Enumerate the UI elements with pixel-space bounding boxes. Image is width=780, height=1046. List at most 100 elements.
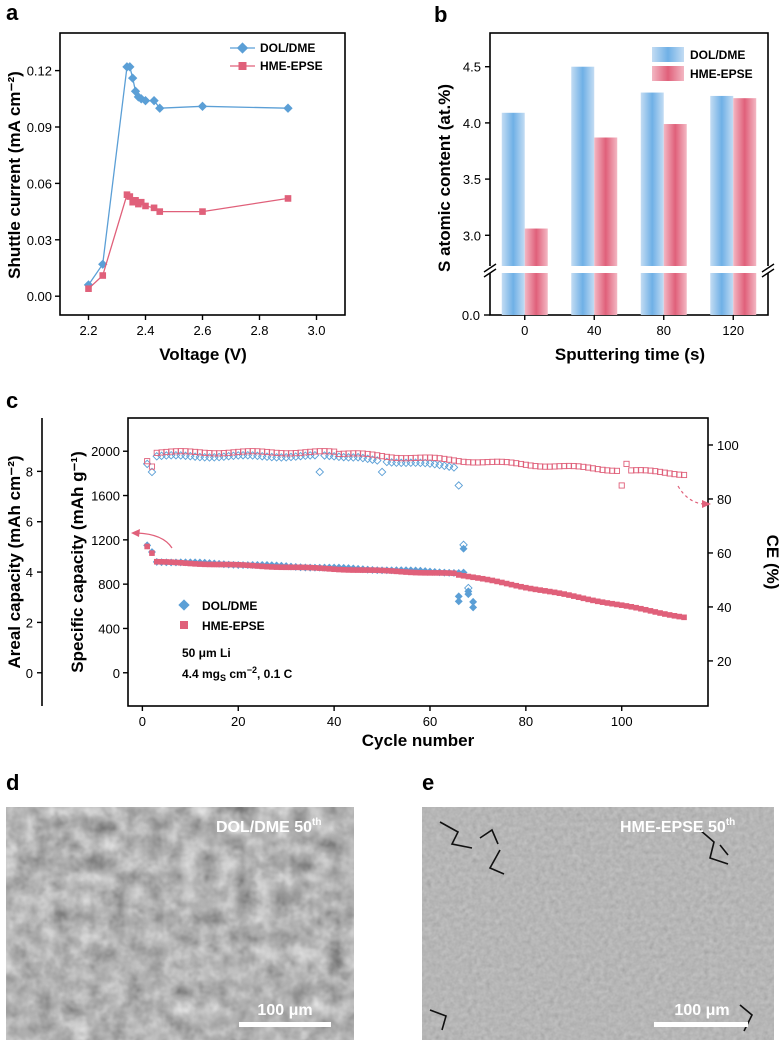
capacity-point-hme: [460, 572, 467, 579]
data-point-dol: [140, 96, 151, 106]
panel-b-ylabel: S atomic content (at.%): [435, 84, 454, 272]
capacity-point-hme: [633, 604, 639, 611]
x-tick-label: 120: [722, 323, 744, 338]
capacity-point-hme: [542, 588, 548, 594]
capacity-point-dol: [469, 603, 478, 612]
x-tick-label: 0: [521, 323, 528, 338]
panel-a-chart: 2.2 2.4 2.6 2.8 3.0 0.00 0.03 0.06 0.09 0.12 DOL…: [5, 32, 346, 364]
sem-hme-crack: [699, 829, 729, 865]
bar-dol-0: [501, 112, 525, 316]
capacity-point-hme: [609, 600, 615, 607]
capacity-point-hme: [479, 575, 486, 582]
capacity-point-hme: [173, 559, 179, 566]
ce-point-dol: [454, 481, 464, 490]
x-tick-label: 2.8: [250, 323, 268, 338]
y-tick-label: 1600: [91, 489, 120, 504]
x-tick-label: 0: [139, 714, 146, 729]
ce-point-hme: [623, 460, 630, 467]
capacity-point-hme: [614, 601, 620, 608]
capacity-point-hme: [628, 603, 635, 610]
capacity-point-hme: [513, 582, 520, 589]
capacity-point-hme: [312, 565, 318, 571]
ce-point-dol: [315, 467, 325, 477]
y-tick-label: 0.06: [27, 176, 52, 191]
data-point-hme: [126, 193, 134, 200]
capacity-point-hme: [451, 570, 457, 577]
capacity-point-hme: [350, 567, 357, 573]
capacity-point-hme: [590, 597, 596, 604]
x-tick-label: 20: [231, 714, 245, 729]
capacity-point-hme: [575, 594, 582, 601]
panel-c-legend: DOL/DME HME-EPSE: [178, 599, 265, 633]
capacity-point-hme: [225, 561, 232, 568]
capacity-point-hme: [623, 603, 630, 609]
capacity-point-hme: [369, 567, 376, 573]
x-tick-label: 80: [519, 714, 533, 729]
panel-b-frame: [489, 32, 769, 316]
x-tick-label: 80: [657, 323, 671, 338]
capacity-point-hme: [537, 587, 544, 593]
capacity-point-hme: [446, 570, 452, 576]
ce-tick-label: 40: [717, 600, 731, 615]
panel-c-frame: [127, 417, 709, 707]
legend-hme-label: HME-EPSE: [260, 59, 323, 73]
data-point-hme: [150, 204, 158, 212]
sem-image-dol: DOL/DME 50th 100 μm: [6, 807, 354, 1040]
bar-hme-40: [594, 137, 618, 315]
capacity-point-hme: [408, 569, 414, 576]
data-point-hme: [85, 285, 92, 292]
capacity-point-hme: [307, 564, 313, 571]
capacity-point-hme: [374, 567, 381, 574]
capacity-point-hme: [427, 570, 433, 576]
capacity-point-hme: [618, 602, 625, 608]
axis-break-left-1: [483, 263, 497, 273]
capacity-point-hme: [403, 569, 409, 575]
capacity-point-hme: [652, 609, 659, 615]
panel-c-ylabel-areal: Areal capacity (mAh cm⁻²): [5, 455, 24, 668]
legend-dol-label: DOL/DME: [260, 41, 315, 55]
areal-tick-label: 0: [26, 666, 33, 681]
data-point-dol: [155, 103, 165, 113]
capacity-point-hme: [647, 608, 654, 614]
capacity-point-hme: [163, 559, 170, 565]
ce-point-dol: [449, 463, 459, 472]
ce-point-dol: [464, 583, 473, 593]
data-point-dol: [149, 96, 159, 106]
sem-hme-label: HME-EPSE 50th: [620, 817, 735, 836]
capacity-point-hme: [297, 564, 304, 571]
x-tick-label: 100: [611, 714, 633, 729]
legend-hme-marker: [238, 62, 247, 70]
capacity-point-hme: [662, 611, 668, 617]
capacity-point-hme: [681, 614, 687, 621]
ce-point-hme: [618, 482, 625, 489]
panel-e-letter: e: [422, 770, 434, 795]
legend-dol-label: DOL/DME: [202, 599, 257, 613]
capacity-point-hme: [417, 569, 424, 576]
capacity-point-hme: [259, 563, 266, 570]
areal-tick-label: 4: [26, 565, 33, 580]
panel-a-legend: DOL/DME HME-EPSE: [230, 41, 323, 73]
y-tick-label: 0.03: [27, 233, 52, 248]
capacity-point-hme: [523, 584, 529, 591]
cell-spec-line2: 4.4 mgS cm−2, 0.1 C: [182, 665, 293, 683]
capacity-point-hme: [657, 610, 663, 616]
capacity-point-hme: [192, 561, 198, 567]
capacity-point-hme: [585, 596, 591, 603]
capacity-point-hme: [149, 550, 155, 556]
capacity-point-hme: [384, 567, 390, 574]
x-tick-label: 40: [587, 323, 601, 338]
ce-point-dol: [147, 467, 157, 477]
capacity-point-hme: [551, 589, 558, 596]
axis-break-right-1: [761, 263, 775, 273]
bar-dol-40: [571, 66, 595, 315]
capacity-point-hme: [556, 590, 563, 596]
bar-hme-120: [733, 98, 757, 315]
y-tick-label: 3.0: [463, 228, 481, 243]
capacity-point-hme: [216, 561, 222, 568]
capacity-point-hme: [412, 569, 419, 576]
capacity-point-hme: [201, 561, 208, 568]
panel-c-chart: 0 20 40 60 80 100 0 400 800 1200 1600 2000 0 2 4 6 8 2…: [5, 417, 780, 750]
capacity-point-hme: [441, 570, 448, 576]
capacity-point-hme: [470, 574, 476, 581]
legend-dol-swatch: [652, 47, 684, 62]
